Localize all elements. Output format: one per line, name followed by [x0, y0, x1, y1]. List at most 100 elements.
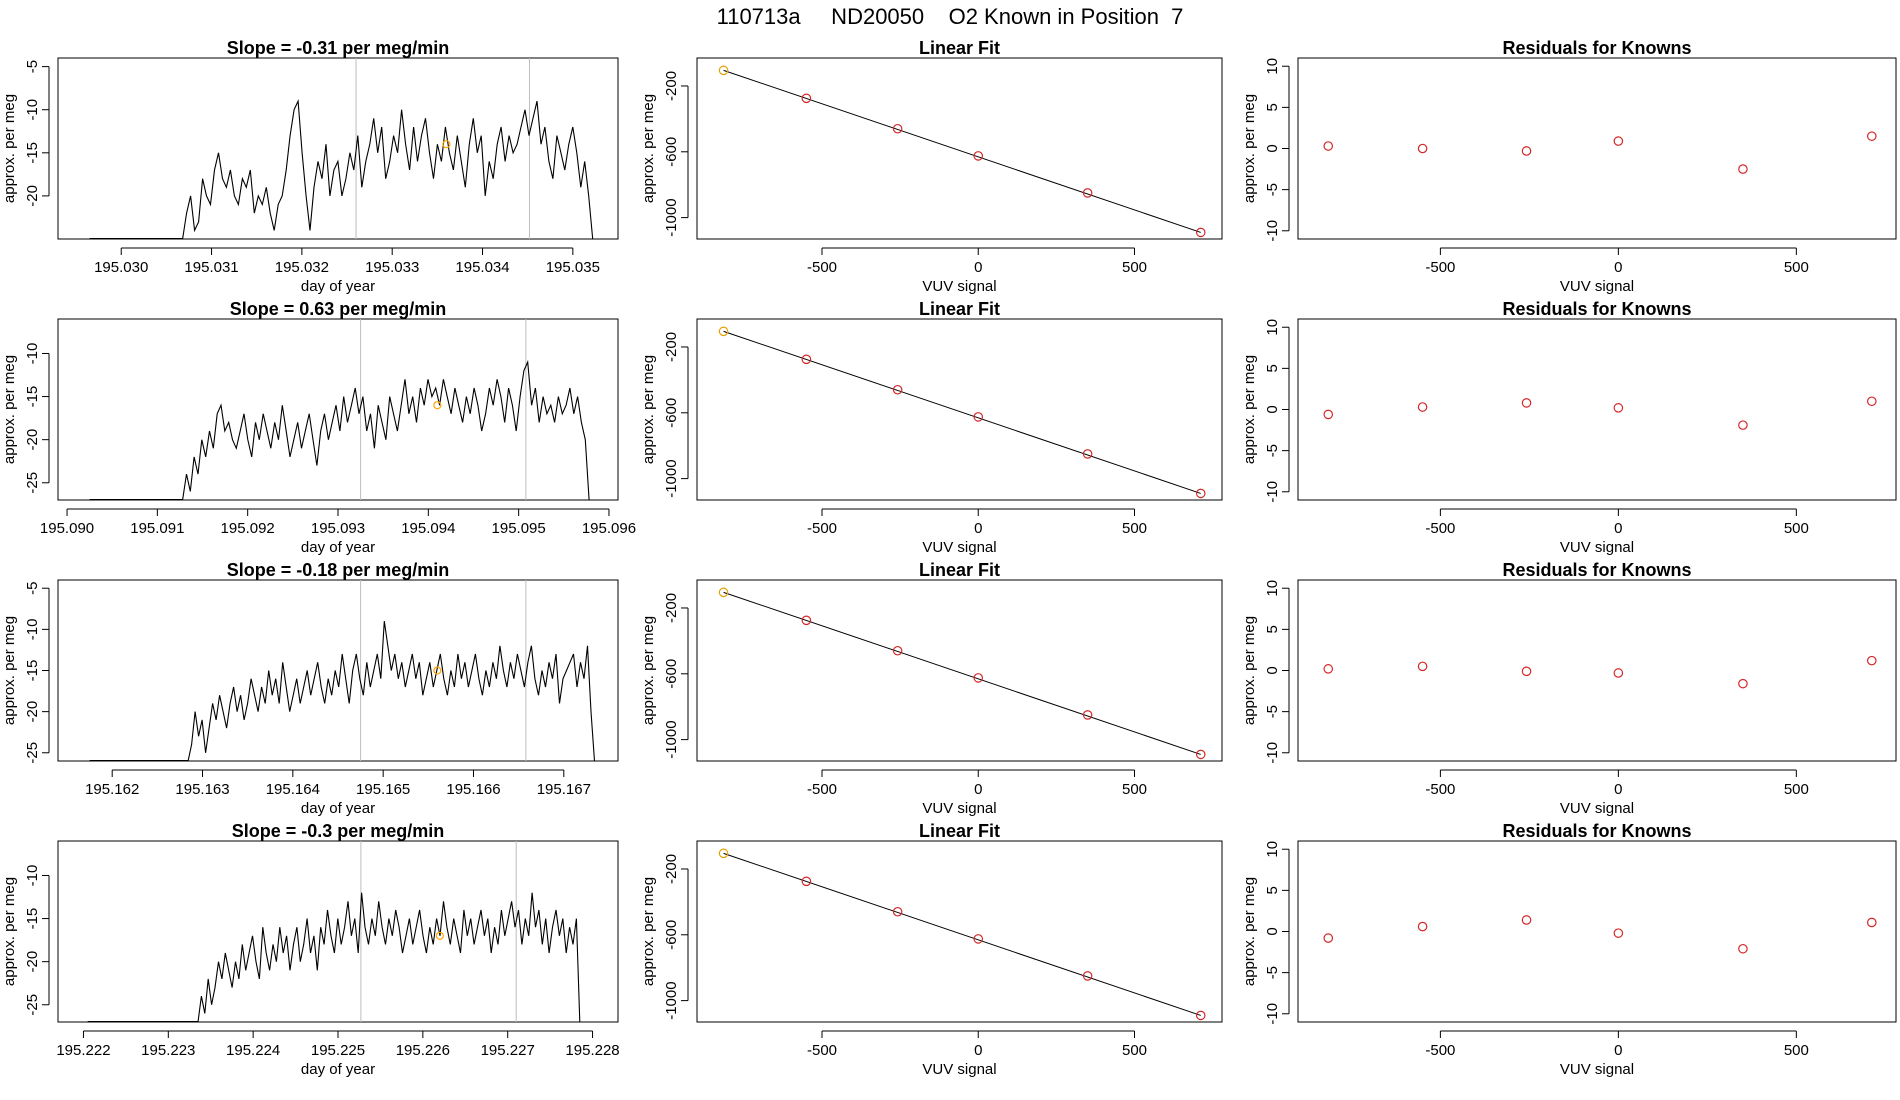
- marker-point: [442, 140, 451, 149]
- data-trace: [182, 359, 590, 500]
- known-point: [718, 326, 729, 337]
- known-point: [1195, 1010, 1206, 1021]
- known-point: [973, 934, 984, 944]
- marker-point: [435, 931, 444, 940]
- x-tick-label: 195.090: [40, 520, 94, 537]
- x-tick-label: 500: [1784, 1042, 1809, 1059]
- plot-area: [89, 580, 596, 761]
- known-point: [1195, 488, 1206, 499]
- x-tick-label: 195.162: [85, 781, 139, 798]
- x-tick-label: 500: [1122, 1042, 1147, 1059]
- y-axis-label: approx. per meg: [1241, 877, 1258, 986]
- x-tick-label: 0: [974, 520, 982, 537]
- chart-title: Residuals for Knowns: [1502, 821, 1691, 841]
- chart-panel-2-2: Linear Fit -500 0 500 VUV signal -200 -600 -100…: [640, 299, 1223, 556]
- known-point: [1521, 398, 1532, 408]
- y-tick-label: -10: [24, 865, 41, 887]
- known-point: [801, 354, 812, 365]
- plot-frame: [57, 579, 619, 762]
- y-axis-label: approx. per meg: [1, 616, 18, 725]
- y-axis-label: approx. per meg: [1, 355, 18, 464]
- x-tick-label: 195.163: [175, 781, 229, 798]
- x-tick-label: 195.031: [184, 259, 238, 276]
- known-point: [1195, 227, 1206, 238]
- chart-panel-2-3: Residuals for Knowns -500 0 500 VUV signal 10…: [1241, 299, 1897, 556]
- x-tick-label: 500: [1122, 520, 1147, 537]
- x-tick-label: 195.224: [226, 1042, 280, 1059]
- x-tick-label: 195.226: [396, 1042, 450, 1059]
- x-axis-label: VUV signal: [1560, 800, 1634, 817]
- y-tick-label: -10: [1264, 1003, 1281, 1025]
- known-point: [718, 848, 729, 859]
- chart-title: Linear Fit: [919, 560, 1000, 580]
- y-axis-label: approx. per meg: [1241, 355, 1258, 464]
- y-tick-label: -10: [1264, 481, 1281, 503]
- y-tick-label: -15: [24, 142, 41, 164]
- y-tick-label: 0: [1264, 405, 1281, 413]
- known-point: [892, 906, 903, 917]
- x-tick-label: 0: [1614, 1042, 1622, 1059]
- known-point: [973, 673, 984, 683]
- plot-frame: [57, 840, 619, 1023]
- plot-frame: [696, 840, 1223, 1023]
- y-tick-label: -10: [24, 619, 41, 641]
- x-tick-label: 195.034: [455, 259, 509, 276]
- y-tick-label: -10: [24, 343, 41, 365]
- x-axis-label: VUV signal: [1560, 539, 1634, 556]
- plot-area: [718, 848, 1206, 1021]
- x-tick-label: 195.165: [356, 781, 410, 798]
- y-tick-label: -20: [24, 429, 41, 451]
- plot-frame: [696, 579, 1223, 762]
- known-point: [1866, 396, 1877, 407]
- y-tick-label: -200: [663, 332, 680, 362]
- known-point: [801, 615, 812, 626]
- x-tick-label: 195.030: [94, 259, 148, 276]
- y-tick-label: -600: [663, 920, 680, 950]
- known-point: [1738, 678, 1748, 689]
- y-tick-label: -1000: [663, 459, 680, 497]
- x-tick-label: 195.167: [537, 781, 591, 798]
- y-tick-label: -200: [663, 593, 680, 623]
- plot-area: [718, 65, 1206, 238]
- marker-point: [433, 401, 442, 410]
- known-point: [1866, 131, 1877, 141]
- plot-frame: [696, 318, 1223, 501]
- x-tick-label: 195.035: [546, 259, 600, 276]
- known-point: [1613, 928, 1624, 938]
- y-tick-label: -15: [24, 908, 41, 930]
- plot-frame: [1297, 840, 1897, 1023]
- x-tick-label: 195.092: [221, 520, 275, 537]
- y-tick-label: 5: [1264, 364, 1281, 372]
- known-point: [1417, 921, 1428, 932]
- plot-frame: [1297, 579, 1897, 762]
- plot-area: [1323, 396, 1877, 430]
- x-tick-label: -500: [807, 259, 837, 276]
- x-tick-label: 195.223: [141, 1042, 195, 1059]
- y-tick-label: 0: [1264, 144, 1281, 152]
- chart-panel-4-2: Linear Fit -500 0 500 VUV signal -200 -600 -100…: [640, 821, 1223, 1078]
- marker-point: [433, 666, 442, 675]
- x-tick-label: 195.228: [565, 1042, 619, 1059]
- fit-line: [723, 591, 1201, 755]
- y-tick-label: 5: [1264, 103, 1281, 111]
- chart-title: Slope = -0.18 per meg/min: [227, 560, 450, 580]
- known-point: [1613, 668, 1624, 678]
- y-tick-label: 5: [1264, 886, 1281, 894]
- x-tick-label: 0: [974, 259, 982, 276]
- data-trace: [197, 892, 581, 1022]
- y-tick-label: -25: [24, 994, 41, 1016]
- y-tick-label: -5: [24, 582, 41, 595]
- x-axis-label: day of year: [301, 278, 375, 295]
- known-point: [1866, 917, 1877, 928]
- y-tick-label: -5: [1264, 966, 1281, 979]
- x-tick-label: -500: [1425, 259, 1455, 276]
- y-axis-label: approx. per meg: [640, 355, 657, 464]
- known-point: [1613, 403, 1624, 413]
- plot-area: [1323, 131, 1877, 174]
- known-point: [892, 384, 903, 395]
- y-tick-label: -1000: [663, 720, 680, 758]
- page-title: 110713a ND20050 O2 Known in Position 7: [716, 4, 1184, 29]
- plot-area: [89, 319, 590, 500]
- x-tick-label: 195.222: [56, 1042, 110, 1059]
